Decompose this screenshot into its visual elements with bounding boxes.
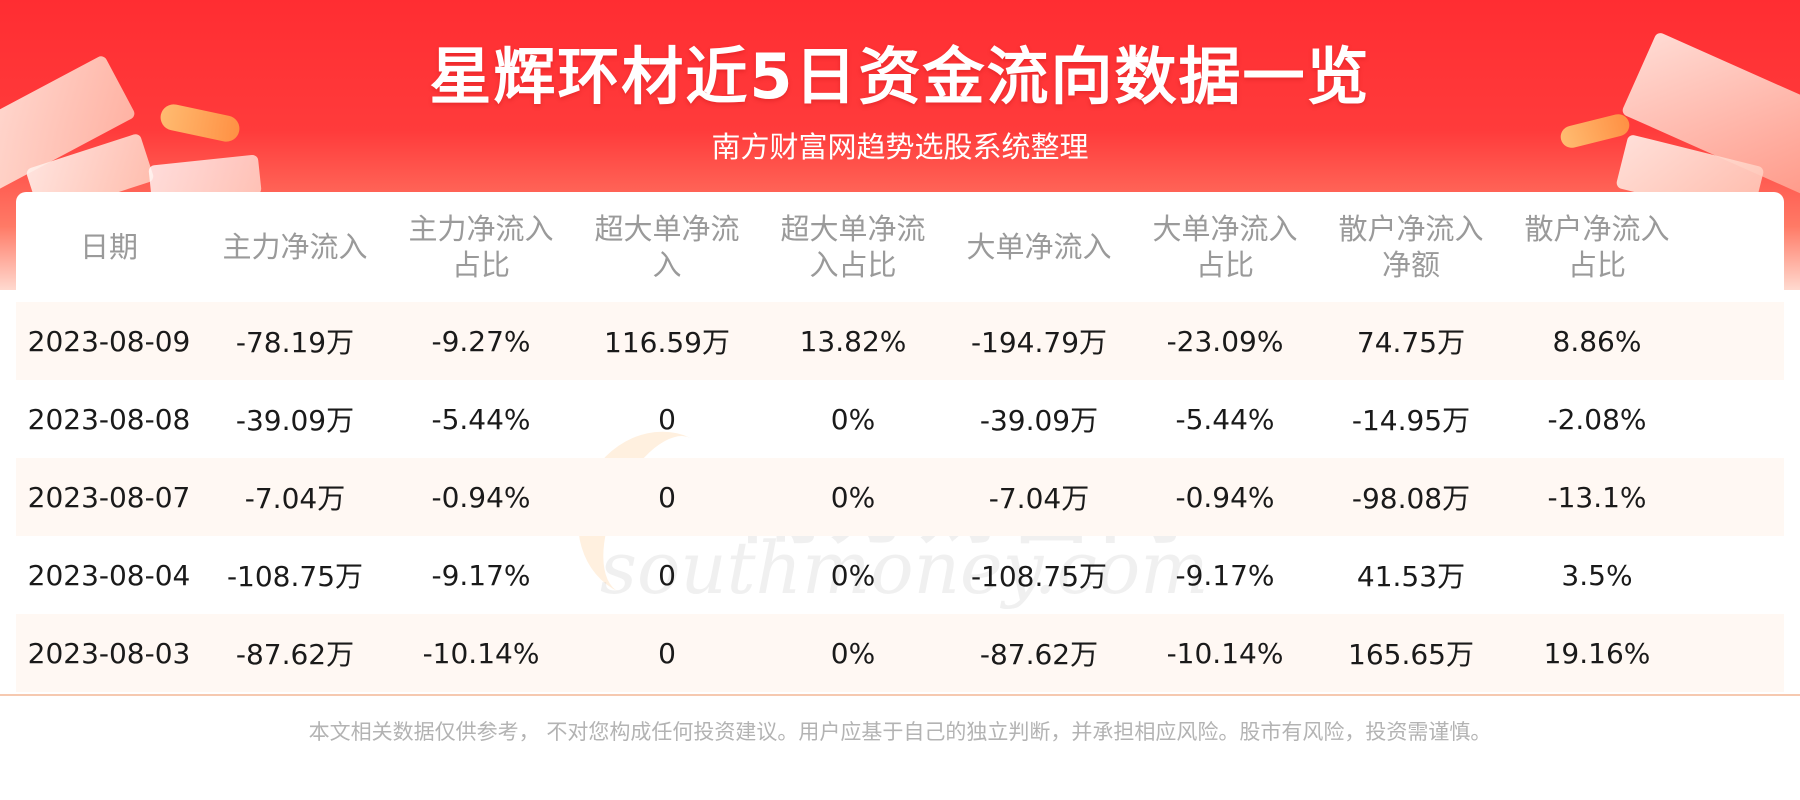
col-header-main-ratio: 主力净流入占比: [408, 212, 554, 282]
cell-value: -0.94%: [431, 480, 531, 514]
cell-value: 19.16%: [1543, 636, 1651, 670]
cell-value: 0%: [830, 480, 876, 514]
table-row: 2023-08-09 -78.19万 -9.27% 116.59万 13.82%…: [16, 302, 1784, 380]
cell-value: -108.75万: [226, 560, 364, 593]
cell-value: -108.75万: [970, 560, 1108, 593]
cell-value: -10.14%: [1166, 636, 1284, 670]
col-header-large-ratio: 大单净流入占比: [1152, 212, 1298, 282]
table-row: 2023-08-03 -87.62万 -10.14% 0 0% -87.62万 …: [16, 614, 1784, 692]
table-header: 日期 主力净流入 主力净流入占比 超大单净流入 超大单净流入占比 大单净流入 大…: [16, 192, 1784, 302]
table-row: 2023-08-08 -39.09万 -5.44% 0 0% -39.09万 -…: [16, 380, 1784, 458]
cell-value: 74.75万: [1356, 326, 1466, 359]
table-card: [16, 192, 1784, 686]
cell-value: 116.59万: [604, 326, 730, 359]
cell-value: -23.09%: [1166, 324, 1284, 358]
col-header-retail-inflow: 散户净流入净额: [1338, 212, 1484, 282]
cell-value: -87.62万: [979, 638, 1099, 671]
cell-value: -78.19万: [235, 326, 355, 359]
table-row: 2023-08-07 -7.04万 -0.94% 0 0% -7.04万 -0.…: [16, 458, 1784, 536]
cell-value: -87.62万: [235, 638, 355, 671]
page-subtitle: 南方财富网趋势选股系统整理: [711, 130, 1089, 164]
cell-value: -98.08万: [1351, 482, 1471, 515]
cell-value: 165.65万: [1348, 638, 1474, 671]
cell-value: -9.27%: [431, 324, 531, 358]
cell-value: -0.94%: [1175, 480, 1275, 514]
page-title: 星辉环材近5日资金流向数据一览: [429, 40, 1371, 113]
cell-value: 0: [658, 480, 676, 514]
cell-date: 2023-08-04: [27, 558, 191, 592]
col-header-retail-ratio: 散户净流入占比: [1524, 212, 1670, 282]
col-header-main-inflow: 主力净流入: [222, 230, 368, 264]
cell-value: -10.14%: [422, 636, 540, 670]
cell-value: 0%: [830, 402, 876, 436]
cell-value: 8.86%: [1552, 324, 1642, 358]
cell-date: 2023-08-08: [27, 402, 191, 436]
cell-value: -7.04万: [244, 482, 346, 515]
cell-value: -194.79万: [970, 326, 1108, 359]
footer-divider: [0, 694, 1800, 696]
cell-value: -14.95万: [1351, 404, 1471, 437]
cell-value: -2.08%: [1547, 402, 1647, 436]
cell-value: -13.1%: [1547, 480, 1647, 514]
cell-value: 0%: [830, 636, 876, 670]
col-header-large-inflow: 大单净流入: [966, 230, 1112, 264]
cell-value: -7.04万: [988, 482, 1090, 515]
cell-value: -9.17%: [1175, 558, 1275, 592]
cell-value: -39.09万: [235, 404, 355, 437]
cell-value: 41.53万: [1356, 560, 1466, 593]
cell-value: 0: [658, 558, 676, 592]
cell-value: -9.17%: [431, 558, 531, 592]
cell-value: 0%: [830, 558, 876, 592]
disclaimer-text: 本文相关数据仅供参考， 不对您构成任何投资建议。用户应基于自己的独立判断，并承担…: [308, 720, 1492, 744]
cell-value: 0: [658, 636, 676, 670]
col-header-xl-inflow: 超大单净流入: [594, 212, 740, 282]
cell-value: 13.82%: [799, 324, 907, 358]
cell-value: -5.44%: [1175, 402, 1275, 436]
cell-date: 2023-08-07: [27, 480, 191, 514]
cell-date: 2023-08-03: [27, 636, 191, 670]
table-row: 2023-08-04 -108.75万 -9.17% 0 0% -108.75万…: [16, 536, 1784, 614]
fund-flow-table: 日期 主力净流入 主力净流入占比 超大单净流入 超大单净流入占比 大单净流入 大…: [16, 192, 1784, 692]
col-header-date: 日期: [79, 230, 138, 264]
cell-value: -39.09万: [979, 404, 1099, 437]
col-header-xl-ratio: 超大单净流入占比: [780, 212, 926, 282]
cell-date: 2023-08-09: [27, 324, 191, 358]
cell-value: 3.5%: [1561, 558, 1633, 592]
cell-value: 0: [658, 402, 676, 436]
cell-value: -5.44%: [431, 402, 531, 436]
